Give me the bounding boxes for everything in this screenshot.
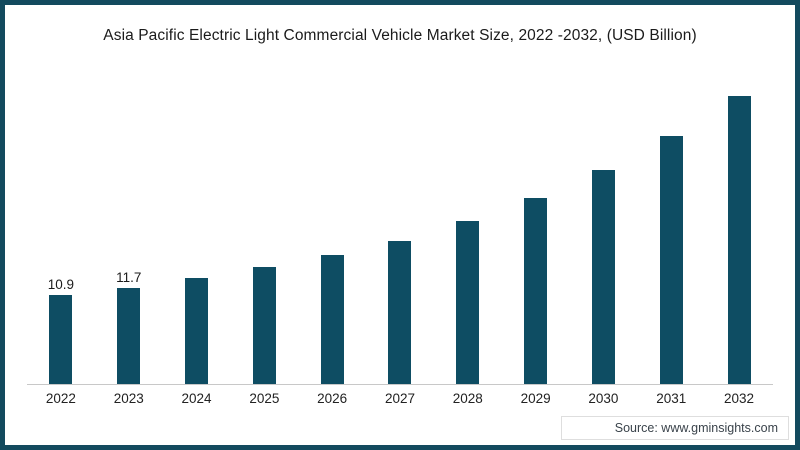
x-tick-label: 2024 xyxy=(181,391,212,406)
bar xyxy=(185,277,209,384)
bar-column: 2026 xyxy=(298,54,366,406)
bar xyxy=(727,95,751,384)
bar-column: 2028 xyxy=(434,54,502,406)
bar-column: 2029 xyxy=(502,54,570,406)
bar xyxy=(456,221,480,384)
chart-title: Asia Pacific Electric Light Commercial V… xyxy=(103,27,697,44)
bar-column: 11.7 2023 xyxy=(95,54,163,406)
bar-column: 2030 xyxy=(570,54,638,406)
bar-column: 2024 xyxy=(163,54,231,406)
bar-column: 2031 xyxy=(637,54,705,406)
bar xyxy=(49,294,73,384)
x-tick-label: 2027 xyxy=(384,391,415,406)
bar-value-label: 11.7 xyxy=(116,270,142,286)
bar xyxy=(252,266,276,384)
bar-column: 2032 xyxy=(705,54,773,406)
source-attribution: Source: www.gminsights.com xyxy=(561,416,789,440)
x-tick-label: 2029 xyxy=(520,391,551,406)
x-tick-label: 2023 xyxy=(113,391,144,406)
x-tick-label: 2026 xyxy=(317,391,348,406)
bar xyxy=(659,135,683,384)
bar-column: 2025 xyxy=(230,54,298,406)
x-tick-label: 2032 xyxy=(724,391,755,406)
bar-column: 10.9 2022 xyxy=(27,54,95,406)
bar xyxy=(117,288,141,384)
x-tick-label: 2022 xyxy=(45,391,76,406)
bar-value-label: 10.9 xyxy=(47,276,75,292)
bar-column: 2027 xyxy=(366,54,434,406)
x-tick-label: 2030 xyxy=(588,391,619,406)
x-tick-label: 2025 xyxy=(249,391,280,406)
bar xyxy=(388,240,412,384)
bar xyxy=(320,255,344,384)
plot-area: 10.9 2022 11.7 2023 2024 2025 2026 2027 2028 2029… xyxy=(27,54,773,406)
bar xyxy=(524,198,548,384)
bar xyxy=(591,170,615,384)
x-tick-label: 2031 xyxy=(656,391,687,406)
x-tick-label: 2028 xyxy=(452,391,483,406)
